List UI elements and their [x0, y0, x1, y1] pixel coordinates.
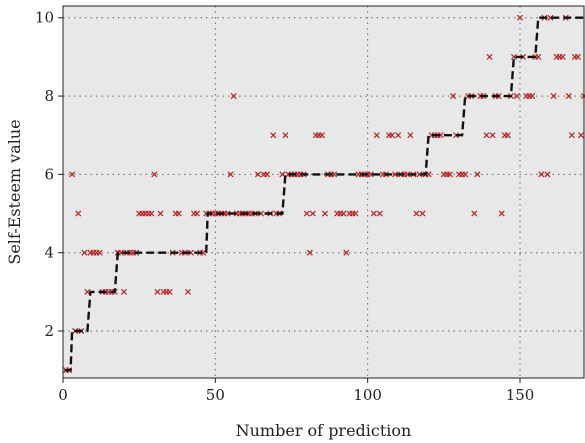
- fitted-step-line: [64, 16, 584, 372]
- data-point-marker: [504, 132, 511, 139]
- y-axis-ticks: 2 4 6 8 10: [35, 9, 63, 340]
- y-tick-label: 4: [44, 244, 54, 262]
- data-point-marker: [538, 171, 545, 178]
- data-point-marker: [483, 132, 490, 139]
- data-point-marker: [413, 210, 420, 217]
- data-point-marker: [282, 132, 289, 139]
- data-point-marker: [565, 93, 572, 100]
- data-point-marker: [166, 288, 173, 295]
- data-point-marker: [373, 132, 380, 139]
- data-point-marker: [81, 249, 88, 256]
- data-point-marker: [254, 171, 262, 178]
- x-tick-label: 0: [58, 386, 68, 404]
- data-point-marker: [270, 132, 277, 139]
- data-point-marker: [577, 132, 584, 139]
- data-point-marker: [376, 210, 383, 217]
- data-point-marker: [489, 132, 496, 139]
- x-tick-label: 150: [506, 386, 535, 404]
- data-point-marker: [389, 132, 396, 139]
- data-point-marker: [151, 171, 158, 178]
- data-point-marker: [404, 171, 411, 178]
- data-point-marker: [568, 132, 575, 139]
- data-point-marker: [419, 210, 426, 217]
- x-axis-ticks: 0 50 100 150: [58, 378, 534, 404]
- data-point-marker: [352, 210, 359, 217]
- data-point-marker: [498, 210, 505, 217]
- data-point-marker: [258, 210, 265, 217]
- data-point-marker: [227, 171, 234, 178]
- data-point-marker: [370, 210, 377, 217]
- data-point-marker: [367, 171, 374, 178]
- x-tick-label: 50: [206, 386, 225, 404]
- data-point-marker: [574, 53, 581, 60]
- y-axis-title: Self-Esteem value: [5, 119, 24, 264]
- data-point-marker: [75, 210, 82, 217]
- data-point-marker: [407, 132, 414, 139]
- data-point-marker: [331, 171, 338, 178]
- data-point-marker: [200, 249, 207, 256]
- data-point-marker: [462, 171, 469, 178]
- x-tick-label: 100: [353, 386, 382, 404]
- data-point-marker: [194, 210, 201, 217]
- data-point-marker: [547, 14, 554, 21]
- data-point-marker: [157, 210, 164, 217]
- data-point-marker: [187, 249, 194, 256]
- data-point-marker: [230, 93, 237, 100]
- data-point-marker: [343, 249, 350, 256]
- data-point-marker: [321, 210, 329, 217]
- data-point-marker: [154, 288, 161, 295]
- data-point-marker: [184, 288, 191, 295]
- data-point-marker: [544, 171, 551, 178]
- data-point-marker: [224, 210, 231, 217]
- data-point-marker: [535, 53, 542, 60]
- data-point-marker: [471, 210, 478, 217]
- data-point-marker: [96, 249, 103, 256]
- data-point-marker: [513, 93, 520, 100]
- data-point-marker: [318, 132, 326, 139]
- data-point-marker: [486, 53, 493, 60]
- data-point-marker: [449, 93, 457, 100]
- data-point-marker: [303, 210, 310, 217]
- data-point-marker: [559, 53, 566, 60]
- data-point-marker: [340, 210, 347, 217]
- data-point-marker: [69, 171, 76, 178]
- data-point-marker: [474, 171, 481, 178]
- data-point-marker: [309, 210, 316, 217]
- data-point-marker: [117, 249, 124, 256]
- plot-area: [63, 6, 584, 378]
- data-point-marker: [148, 210, 155, 217]
- grid-lines: [63, 6, 584, 378]
- data-point-marker: [516, 14, 524, 21]
- x-axis-title: Number of prediction: [236, 421, 412, 440]
- y-tick-label: 6: [44, 165, 54, 183]
- plot-frame: [62, 5, 585, 379]
- y-tick-label: 2: [44, 322, 54, 340]
- data-point-marker: [510, 53, 517, 60]
- data-point-marker: [529, 93, 536, 100]
- data-point-marker: [437, 132, 444, 139]
- data-point-marker: [175, 210, 182, 217]
- data-point-marker: [550, 93, 557, 100]
- data-point-marker: [264, 171, 271, 178]
- data-point-marker: [306, 249, 313, 256]
- y-tick-label: 8: [44, 87, 54, 105]
- data-point-marker: [416, 171, 423, 178]
- data-point-marker: [395, 132, 402, 139]
- y-tick-label: 10: [35, 9, 54, 27]
- data-point-marker: [446, 171, 453, 178]
- data-point-marker: [120, 288, 127, 295]
- data-point-marker: [392, 171, 399, 178]
